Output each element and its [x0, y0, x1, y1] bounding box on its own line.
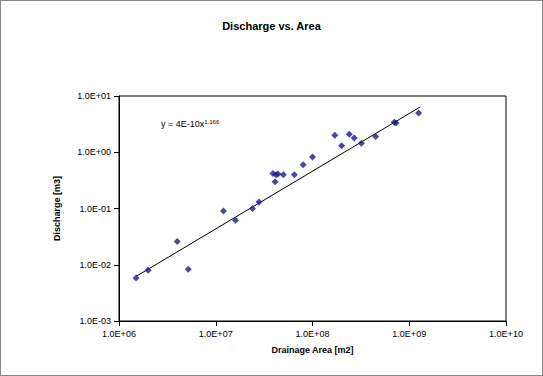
svg-text:1.0E+09: 1.0E+09	[392, 329, 426, 339]
svg-text:1.0E+08: 1.0E+08	[296, 329, 330, 339]
svg-text:1.0E+00: 1.0E+00	[77, 147, 111, 157]
svg-text:1.0E+10: 1.0E+10	[489, 329, 523, 339]
svg-text:1.0E+07: 1.0E+07	[199, 329, 233, 339]
svg-text:1.0E+06: 1.0E+06	[102, 329, 136, 339]
svg-text:Discharge vs. Area: Discharge vs. Area	[222, 20, 322, 32]
svg-text:Discharge [m3]: Discharge [m3]	[52, 176, 62, 241]
svg-text:1.0E-01: 1.0E-01	[79, 204, 111, 214]
svg-text:Drainage Area [m2]: Drainage Area [m2]	[271, 345, 353, 355]
svg-text:1.166: 1.166	[204, 119, 220, 125]
svg-text:1.0E-03: 1.0E-03	[79, 316, 111, 326]
svg-text:1.0E+01: 1.0E+01	[77, 91, 111, 101]
svg-text:y = 4E-10x: y = 4E-10x	[161, 119, 205, 129]
svg-text:1.0E-02: 1.0E-02	[79, 260, 111, 270]
